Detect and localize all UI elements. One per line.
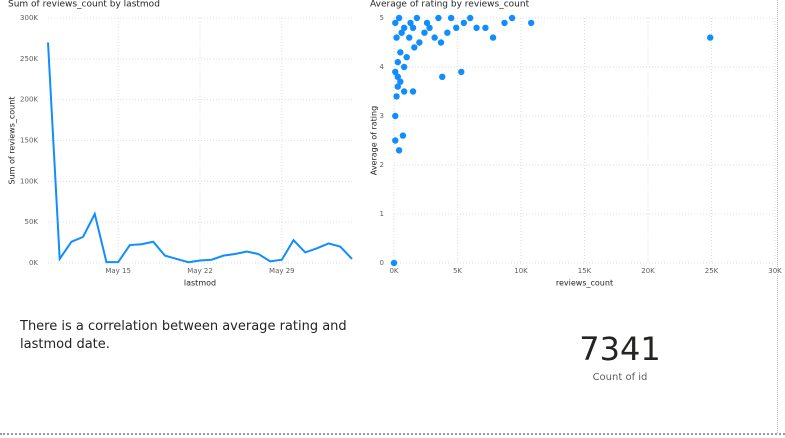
y-tick-label: 5 — [380, 14, 384, 22]
point — [527, 19, 535, 27]
y-tick-label: 0K — [29, 259, 38, 267]
x-tick-label: May 29 — [269, 267, 295, 275]
point — [444, 29, 451, 36]
point — [426, 24, 433, 31]
point — [707, 34, 714, 41]
x-tick-label: May 15 — [105, 267, 131, 275]
point — [431, 34, 438, 41]
point — [403, 54, 410, 61]
y-tick-label: 4 — [380, 63, 385, 71]
point — [409, 88, 417, 95]
point — [473, 24, 480, 31]
point — [508, 14, 516, 22]
point — [489, 34, 497, 41]
line — [47, 42, 353, 264]
point — [458, 68, 465, 76]
y-tick-label: 1 — [380, 210, 384, 218]
x-tick-label: 30K — [768, 267, 782, 275]
point — [400, 24, 408, 31]
point — [393, 34, 400, 41]
x-tick-label: 0K — [389, 267, 398, 275]
point — [394, 83, 402, 90]
x-tick-label: 5K — [453, 267, 462, 275]
y-tick-label: 3 — [380, 112, 384, 120]
border — [777, 0, 778, 433]
y-tick-label: 100K — [20, 177, 38, 185]
point — [437, 39, 445, 46]
point — [392, 19, 399, 27]
point — [467, 14, 474, 22]
y-tick-label: 0 — [380, 259, 384, 267]
x-axis-label: reviews_count — [556, 279, 613, 288]
point — [423, 19, 431, 27]
point — [395, 14, 403, 22]
point — [395, 147, 403, 154]
x-tick-label: 10K — [514, 267, 528, 275]
point — [397, 49, 404, 56]
x-tick-label: 25K — [705, 267, 719, 275]
point — [482, 24, 489, 31]
point — [416, 39, 423, 46]
point — [394, 58, 402, 66]
x-tick-label: 15K — [578, 267, 592, 275]
y-tick-label: 2 — [380, 161, 384, 169]
point — [409, 24, 417, 31]
y-tick-label: 50K — [25, 218, 39, 226]
point — [399, 132, 407, 139]
point — [421, 29, 428, 36]
point — [406, 34, 413, 41]
point — [392, 112, 399, 120]
border — [0, 433, 785, 435]
y-axis-label: Average of rating — [370, 106, 379, 175]
y-axis-label: Sum of reviews_count — [8, 97, 17, 185]
charts: Sum of reviews_count by lastmod Sum of re… — [8, 0, 783, 288]
chart-title: Average of rating by reviews_count — [370, 0, 530, 10]
point — [460, 19, 468, 27]
point — [439, 73, 446, 81]
point — [390, 259, 398, 267]
point — [413, 14, 421, 22]
point — [392, 137, 399, 144]
y-tick-label: 250K — [20, 55, 38, 63]
point — [453, 24, 460, 31]
point — [407, 19, 414, 27]
point — [411, 44, 418, 51]
card-label: Count of id — [592, 372, 648, 383]
x-tick-label: 20K — [641, 267, 655, 275]
point — [398, 29, 405, 36]
x-tick-label: May 22 — [187, 267, 213, 275]
point — [393, 93, 400, 100]
point — [400, 88, 408, 95]
y-tick-label: 150K — [20, 137, 38, 145]
point — [394, 73, 402, 81]
x-axis-label: lastmod — [184, 279, 216, 288]
chart-title: Sum of reviews_count by lastmod — [8, 0, 160, 10]
y-tick-label: 200K — [20, 96, 38, 104]
point — [501, 19, 508, 27]
point — [435, 14, 442, 22]
y-tick-label: 300K — [20, 14, 38, 22]
text-box: There is a correlation between average r… — [20, 319, 347, 352]
point — [392, 68, 399, 76]
card-value: 7341 — [579, 330, 661, 368]
point — [397, 78, 404, 85]
point — [400, 63, 408, 71]
point — [447, 14, 455, 22]
